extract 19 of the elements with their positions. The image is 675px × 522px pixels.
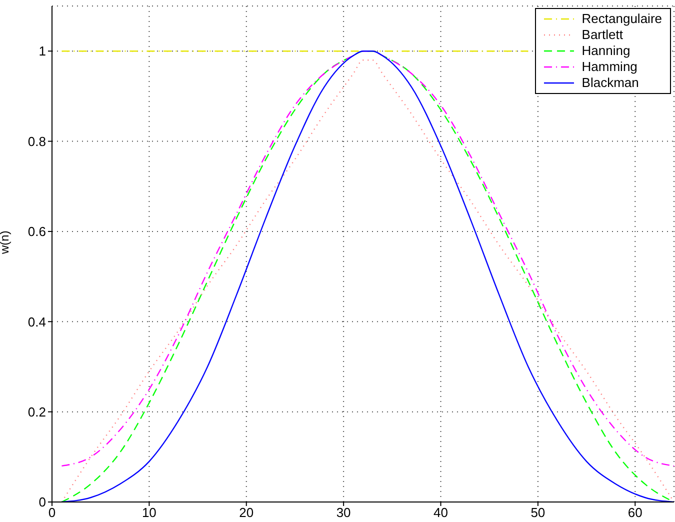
x-tick-label: 60 — [628, 505, 642, 520]
x-tick-label: 0 — [48, 505, 56, 520]
legend-label: Bartlett — [582, 27, 623, 43]
legend-label: Rectangulaire — [582, 11, 662, 27]
y-axis-title: w(n) — [0, 230, 12, 255]
legend-label: Hamming — [582, 59, 638, 75]
y-tick-label: 0.8 — [28, 134, 46, 149]
y-tick-label: 0 — [38, 494, 46, 510]
legend-label: Hanning — [582, 43, 630, 59]
x-tick-label: 10 — [142, 505, 156, 520]
x-tick-label: 20 — [239, 505, 254, 520]
x-tick-label: 40 — [434, 505, 448, 520]
x-tick-label: 50 — [530, 505, 546, 520]
y-tick-label: 1 — [38, 44, 46, 59]
legend-label: Blackman — [582, 75, 639, 91]
y-tick-label: 0.6 — [28, 224, 46, 240]
y-tick-label: 0.4 — [28, 314, 46, 330]
x-tick-label: 30 — [336, 505, 351, 520]
y-tick-label: 0.2 — [28, 404, 46, 420]
